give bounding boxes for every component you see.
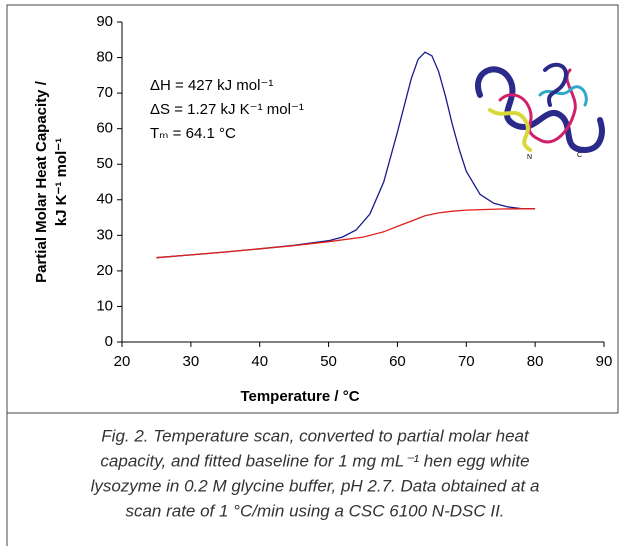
y-tick-label: 10 — [96, 297, 113, 314]
y-tick-label: 40 — [96, 191, 113, 208]
annotation: ΔH = 427 kJ mol⁻¹ — [150, 77, 273, 94]
protein-label: C — [577, 152, 582, 159]
x-tick-label: 30 — [183, 353, 200, 370]
caption-line: capacity, and fitted baseline for 1 mg m… — [100, 451, 529, 470]
chart-frame — [6, 4, 619, 414]
annotation: Tₘ = 64.1 °C — [150, 125, 236, 142]
y-tick-label: 0 — [105, 333, 113, 350]
protein-label: N — [527, 154, 532, 161]
x-tick-label: 70 — [458, 353, 475, 370]
y-tick-label: 20 — [96, 262, 113, 279]
x-tick-label: 50 — [320, 353, 337, 370]
y-tick-label: 80 — [96, 49, 113, 66]
x-tick-label: 80 — [527, 353, 544, 370]
y-tick-label: 30 — [96, 226, 113, 243]
y-axis-title: Partial Molar Heat Capacity / — [33, 80, 50, 283]
caption-line: lysozyme in 0.2 M glycine buffer, pH 2.7… — [91, 476, 540, 495]
y-tick-label: 90 — [96, 13, 113, 30]
caption-line: scan rate of 1 °C/min using a CSC 6100 N… — [125, 501, 504, 520]
series-line — [156, 208, 536, 259]
x-axis-title: Temperature / °C — [240, 388, 359, 405]
caption-line: Fig. 2. Temperature scan, converted to p… — [101, 426, 530, 445]
y-tick-label: 60 — [96, 120, 113, 137]
y-tick-label: 70 — [96, 84, 113, 101]
y-tick-label: 50 — [96, 155, 113, 172]
y-axis-title: kJ K⁻¹ mol⁻¹ — [53, 138, 70, 226]
x-tick-label: 20 — [114, 353, 131, 370]
x-tick-label: 90 — [596, 353, 613, 370]
x-tick-label: 60 — [389, 353, 406, 370]
protein-structure — [475, 62, 605, 154]
annotation: ΔS = 1.27 kJ K⁻¹ mol⁻¹ — [150, 101, 304, 118]
x-tick-label: 40 — [251, 353, 268, 370]
